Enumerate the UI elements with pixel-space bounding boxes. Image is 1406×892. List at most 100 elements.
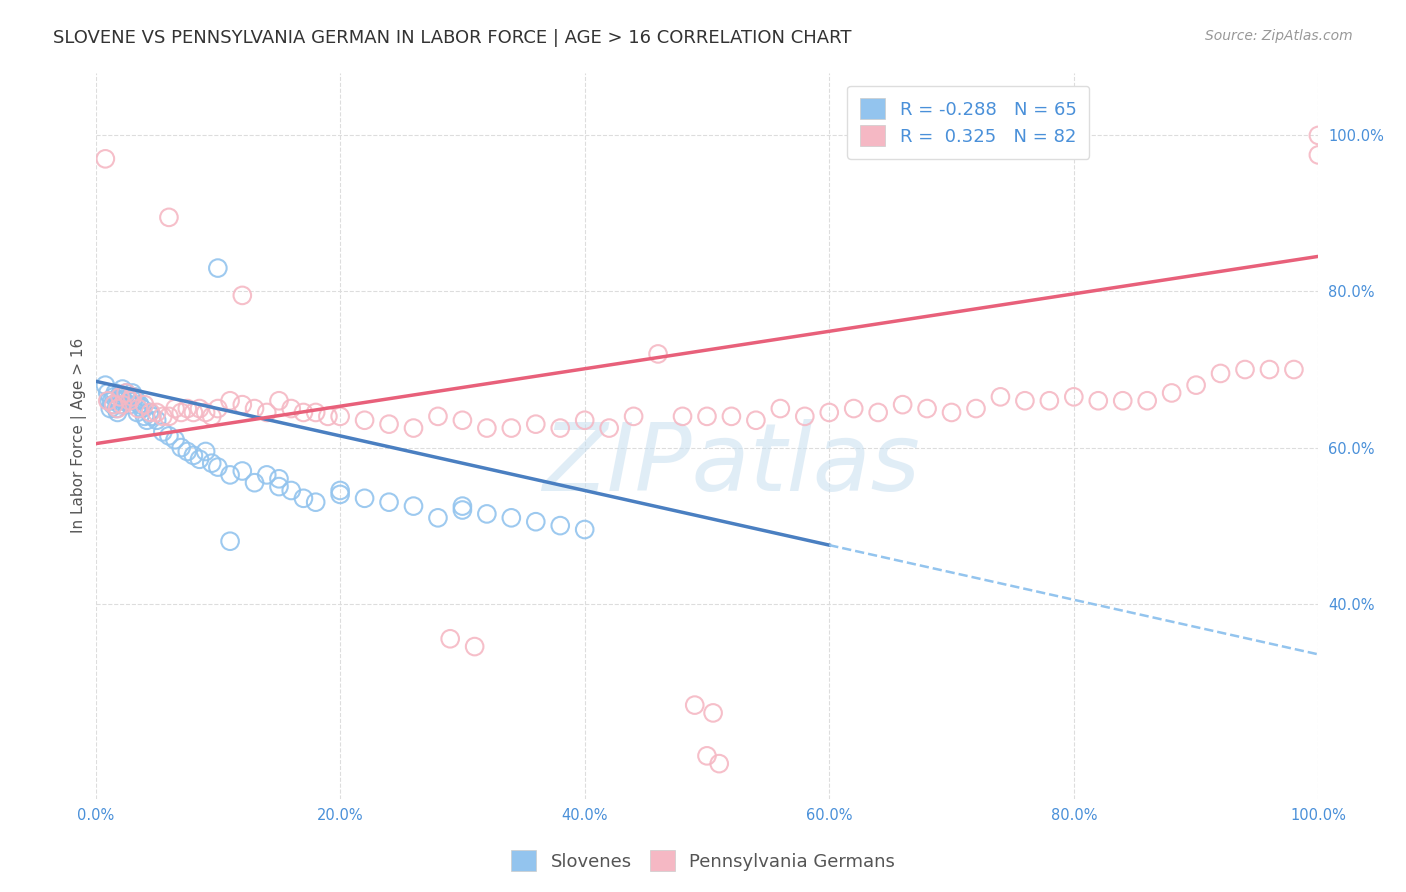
Point	[378, 495, 401, 509]
Point	[104, 386, 127, 401]
Point	[157, 429, 180, 443]
Point	[1308, 148, 1330, 162]
Point	[793, 409, 815, 424]
Point	[115, 386, 138, 401]
Point	[105, 401, 128, 416]
Point	[696, 409, 718, 424]
Point	[98, 401, 121, 416]
Point	[231, 288, 253, 302]
Point	[1185, 378, 1208, 392]
Point	[524, 515, 547, 529]
Point	[1063, 390, 1085, 404]
Point	[176, 401, 198, 416]
Point	[305, 495, 328, 509]
Point	[671, 409, 693, 424]
Point	[267, 472, 290, 486]
Point	[170, 405, 193, 419]
Point	[1282, 362, 1305, 376]
Point	[207, 460, 229, 475]
Point	[965, 401, 987, 416]
Point	[1258, 362, 1281, 376]
Point	[139, 405, 162, 419]
Point	[121, 386, 143, 401]
Point	[990, 390, 1012, 404]
Point	[501, 511, 523, 525]
Point	[256, 405, 278, 419]
Y-axis label: In Labor Force | Age > 16: In Labor Force | Age > 16	[72, 338, 87, 533]
Text: ZIPatlas: ZIPatlas	[543, 419, 921, 510]
Point	[868, 405, 890, 419]
Point	[941, 405, 963, 419]
Point	[117, 390, 139, 404]
Point	[451, 503, 474, 517]
Point	[305, 405, 328, 419]
Legend: R = -0.288   N = 65, R =  0.325   N = 82: R = -0.288 N = 65, R = 0.325 N = 82	[848, 86, 1090, 159]
Point	[745, 413, 768, 427]
Point	[170, 441, 193, 455]
Point	[426, 511, 449, 525]
Point	[152, 409, 174, 424]
Point	[141, 409, 163, 424]
Point	[231, 464, 253, 478]
Point	[107, 401, 129, 416]
Point	[709, 756, 731, 771]
Point	[524, 417, 547, 432]
Point	[145, 413, 167, 427]
Point	[103, 390, 125, 404]
Point	[1038, 393, 1060, 408]
Point	[683, 698, 706, 712]
Point	[1136, 393, 1159, 408]
Point	[451, 499, 474, 513]
Point	[280, 401, 302, 416]
Point	[353, 413, 375, 427]
Point	[101, 398, 124, 412]
Point	[231, 398, 253, 412]
Point	[207, 261, 229, 276]
Point	[207, 401, 229, 416]
Point	[280, 483, 302, 498]
Point	[118, 398, 141, 412]
Point	[97, 393, 120, 408]
Legend: Slovenes, Pennsylvania Germans: Slovenes, Pennsylvania Germans	[503, 843, 903, 879]
Point	[165, 433, 187, 447]
Point	[176, 444, 198, 458]
Point	[702, 706, 724, 720]
Point	[329, 409, 352, 424]
Point	[1233, 362, 1256, 376]
Point	[574, 413, 596, 427]
Text: Source: ZipAtlas.com: Source: ZipAtlas.com	[1205, 29, 1353, 43]
Point	[1209, 367, 1232, 381]
Point	[183, 449, 205, 463]
Point	[117, 393, 139, 408]
Point	[267, 393, 290, 408]
Point	[157, 211, 180, 225]
Point	[97, 386, 120, 401]
Point	[598, 421, 620, 435]
Point	[1014, 393, 1036, 408]
Point	[111, 398, 134, 412]
Point	[891, 398, 914, 412]
Point	[329, 483, 352, 498]
Text: SLOVENE VS PENNSYLVANIA GERMAN IN LABOR FORCE | AGE > 16 CORRELATION CHART: SLOVENE VS PENNSYLVANIA GERMAN IN LABOR …	[53, 29, 852, 46]
Point	[112, 393, 135, 408]
Point	[439, 632, 461, 646]
Point	[110, 390, 132, 404]
Point	[769, 401, 792, 416]
Point	[243, 475, 266, 490]
Point	[475, 421, 498, 435]
Point	[201, 456, 224, 470]
Point	[548, 518, 571, 533]
Point	[107, 393, 129, 408]
Point	[138, 405, 160, 419]
Point	[219, 393, 242, 408]
Point	[108, 390, 131, 404]
Point	[100, 393, 122, 408]
Point	[165, 401, 187, 416]
Point	[329, 487, 352, 501]
Point	[475, 507, 498, 521]
Point	[124, 390, 146, 404]
Point	[451, 413, 474, 427]
Point	[145, 405, 167, 419]
Point	[194, 444, 217, 458]
Point	[125, 393, 148, 408]
